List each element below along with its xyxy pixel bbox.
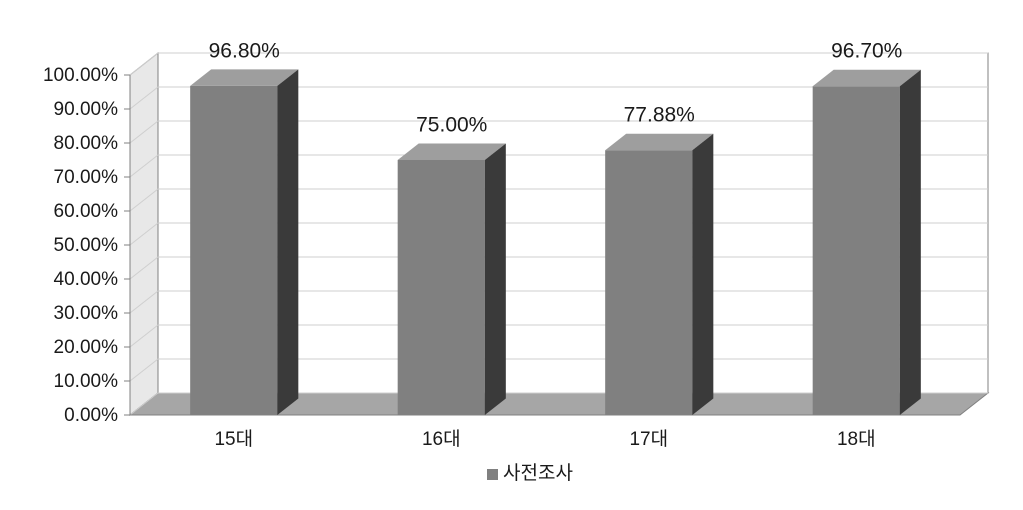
bar-side (692, 134, 713, 415)
y-tick-label: 0.00% (64, 405, 118, 426)
legend-swatch (487, 469, 498, 480)
y-tick-label: 10.00% (54, 371, 119, 392)
y-tick-label: 90.00% (54, 99, 119, 120)
bar-side (277, 69, 298, 415)
category-label: 17대 (629, 428, 668, 450)
bar-front (190, 86, 277, 415)
bar-front (398, 160, 485, 415)
category-label: 15대 (214, 428, 253, 450)
bar-side (485, 144, 506, 416)
y-tick-label: 80.00% (54, 133, 119, 154)
category-label: 16대 (422, 428, 461, 450)
y-tick-label: 70.00% (54, 167, 119, 188)
bar-value-label: 75.00% (416, 114, 487, 137)
category-label: 18대 (837, 428, 876, 450)
bar-value-label: 77.88% (624, 104, 695, 127)
bar-value-label: 96.80% (209, 39, 280, 62)
bar-front (813, 86, 900, 415)
y-tick-label: 40.00% (54, 269, 119, 290)
legend-label: 사전조사 (503, 462, 573, 484)
y-tick-label: 30.00% (54, 303, 119, 324)
bar-value-label: 96.70% (831, 40, 902, 63)
y-tick-label: 20.00% (54, 337, 119, 358)
y-tick-label: 60.00% (54, 201, 119, 222)
bar-chart-3d: 0.00% 10.00% 20.00% 30.00% 40.00% 50.00% 60.00… (0, 0, 1023, 510)
bar-side (900, 70, 921, 415)
y-tick-label: 50.00% (54, 235, 119, 256)
bar-front (605, 150, 692, 415)
y-tick-label: 100.00% (43, 65, 118, 86)
